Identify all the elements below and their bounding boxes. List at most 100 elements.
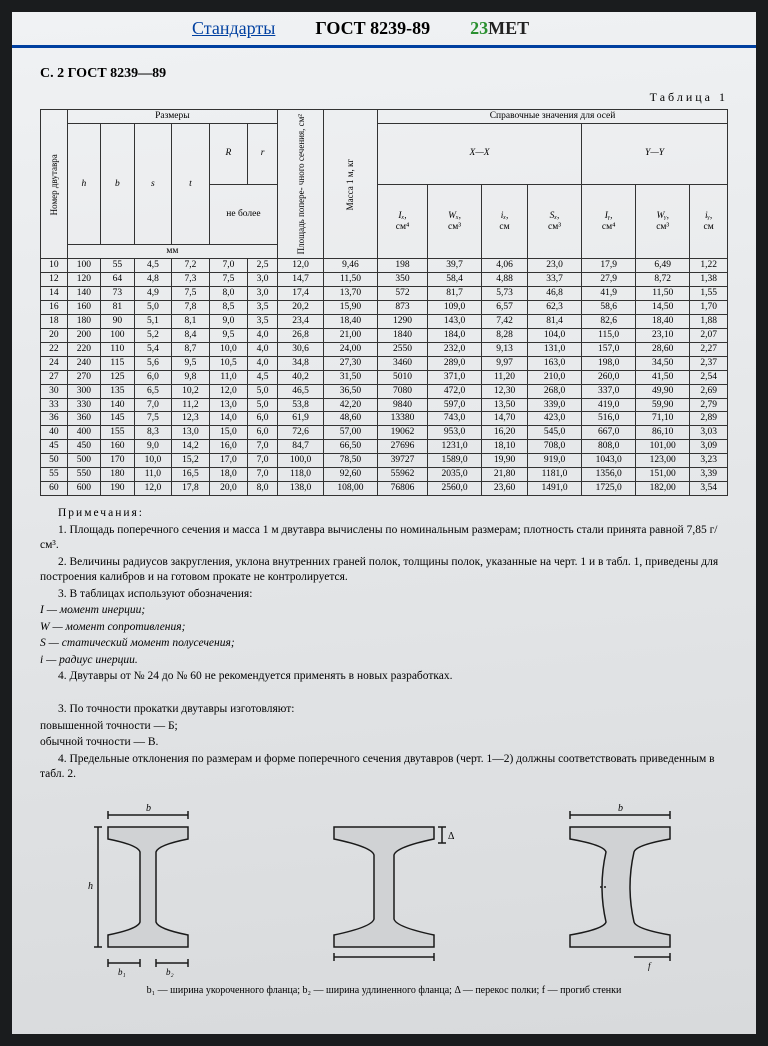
svg-text:Δ: Δ <box>448 831 455 842</box>
table-cell: 81 <box>101 301 134 315</box>
table-cell: 3,03 <box>690 426 728 440</box>
footer-note: b₁ — ширина укороченного фланца; b₂ — ши… <box>40 985 728 996</box>
col-Wy: Wᵧ,см³ <box>636 184 690 259</box>
table-cell: 180 <box>101 468 134 482</box>
table-cell: 90 <box>101 315 134 329</box>
table-cell: 24 <box>41 356 68 370</box>
notes-block: Примечания: 1. Площадь поперечного сечен… <box>40 506 728 783</box>
table-cell: 27 <box>41 370 68 384</box>
table-cell: 919,0 <box>527 454 581 468</box>
table-cell: 17,9 <box>582 259 636 273</box>
svg-text:h: h <box>88 881 93 892</box>
table-cell: 26,8 <box>278 328 324 342</box>
table-cell: 24,00 <box>323 342 377 356</box>
table-cell: 7,0 <box>248 454 278 468</box>
table-cell: 1,70 <box>690 301 728 315</box>
para-4: 4. Предельные отклонения по размерам и ф… <box>40 752 728 783</box>
table-row: 363601457,512,314,06,061,948,6013380743,… <box>41 412 728 426</box>
table-row: 242401155,69,510,54,034,827,303460289,09… <box>41 356 728 370</box>
diagrams-row: b h b₁ b₂ Δ <box>40 797 728 977</box>
table-cell: 6,0 <box>248 426 278 440</box>
table-cell: 5,1 <box>134 315 172 329</box>
table-cell: 3,0 <box>248 287 278 301</box>
table-cell: 1725,0 <box>582 482 636 496</box>
table-cell: 9,5 <box>172 356 210 370</box>
table-cell: 41,9 <box>582 287 636 301</box>
main-table: Номер двутавра Размеры Площадь попере- ч… <box>40 109 728 496</box>
table-row: 454501609,014,216,07,084,766,50276961231… <box>41 440 728 454</box>
table-cell: 7,0 <box>209 259 247 273</box>
table-cell: 3,39 <box>690 468 728 482</box>
table-cell: 7,0 <box>248 468 278 482</box>
table-cell: 18,40 <box>636 315 690 329</box>
diagram-1-icon: b h b₁ b₂ <box>58 797 238 977</box>
table-cell: 49,90 <box>636 384 690 398</box>
table-cell: 82,6 <box>582 315 636 329</box>
table-cell: 7,42 <box>482 315 528 329</box>
standards-link[interactable]: Стандарты <box>192 18 275 39</box>
table-cell: 198,0 <box>582 356 636 370</box>
table-cell: 182,00 <box>636 482 690 496</box>
table-row: 404001558,313,015,06,072,657,0019062953,… <box>41 426 728 440</box>
table-cell: 14,50 <box>636 301 690 315</box>
table-cell: 1,55 <box>690 287 728 301</box>
table-cell: 2550 <box>378 342 428 356</box>
table-cell: 28,60 <box>636 342 690 356</box>
table-cell: 115 <box>101 356 134 370</box>
table-cell: 9,8 <box>172 370 210 384</box>
table-cell: 423,0 <box>527 412 581 426</box>
table-cell: 108,00 <box>323 482 377 496</box>
table-cell: 22 <box>41 342 68 356</box>
col-t: t <box>172 123 210 245</box>
table-cell: 27,30 <box>323 356 377 370</box>
table-cell: 57,00 <box>323 426 377 440</box>
table-cell: 45 <box>41 440 68 454</box>
ne-bolee: не более <box>209 184 277 245</box>
table-cell: 7,5 <box>172 287 210 301</box>
table-cell: 953,0 <box>428 426 482 440</box>
table-cell: 600 <box>67 482 100 496</box>
table-cell: 10,2 <box>172 384 210 398</box>
table-cell: 23,4 <box>278 315 324 329</box>
table-cell: 2,27 <box>690 342 728 356</box>
note-2: 2. Величины радиусов закругления, уклона… <box>40 555 728 586</box>
table-cell: 337,0 <box>582 384 636 398</box>
table-cell: 20,2 <box>278 301 324 315</box>
table-cell: 400 <box>67 426 100 440</box>
table-cell: 667,0 <box>582 426 636 440</box>
table-cell: 13,0 <box>209 398 247 412</box>
table-cell: 4,5 <box>248 370 278 384</box>
svg-text:b: b <box>146 803 151 814</box>
table-cell: 21,80 <box>482 468 528 482</box>
note-1: 1. Площадь поперечного сечения и масса 1… <box>40 523 728 554</box>
table-cell: 8,72 <box>636 273 690 287</box>
table-cell: 1491,0 <box>527 482 581 496</box>
table-cell: 9840 <box>378 398 428 412</box>
table-cell: 11,50 <box>323 273 377 287</box>
table-cell: 180 <box>67 315 100 329</box>
table-cell: 110 <box>101 342 134 356</box>
table-cell: 198 <box>378 259 428 273</box>
table-cell: 220 <box>67 342 100 356</box>
table-cell: 55 <box>41 468 68 482</box>
table-cell: 42,20 <box>323 398 377 412</box>
table-cell: 1589,0 <box>428 454 482 468</box>
table-cell: 120 <box>67 273 100 287</box>
table-cell: 12,0 <box>278 259 324 273</box>
document-page: Стандарты ГОСТ 8239-89 23MET С. 2 ГОСТ 8… <box>12 12 756 1034</box>
table-cell: 5,2 <box>134 328 172 342</box>
page-header: С. 2 ГОСТ 8239—89 <box>40 66 728 82</box>
table-cell: 12,3 <box>172 412 210 426</box>
content-area: С. 2 ГОСТ 8239—89 Таблица 1 Номер двутав… <box>12 48 756 1014</box>
table-cell: 53,8 <box>278 398 324 412</box>
table-cell: 15,2 <box>172 454 210 468</box>
table-cell: 21,00 <box>323 328 377 342</box>
table-cell: 7,8 <box>172 301 210 315</box>
table-cell: 123,00 <box>636 454 690 468</box>
table-cell: 145 <box>101 412 134 426</box>
table-row: 6060019012,017,820,08,0138,0108,00768062… <box>41 482 728 496</box>
table-cell: 40,2 <box>278 370 324 384</box>
table-cell: 2,69 <box>690 384 728 398</box>
col-h: h <box>67 123 100 245</box>
table-cell: 157,0 <box>582 342 636 356</box>
